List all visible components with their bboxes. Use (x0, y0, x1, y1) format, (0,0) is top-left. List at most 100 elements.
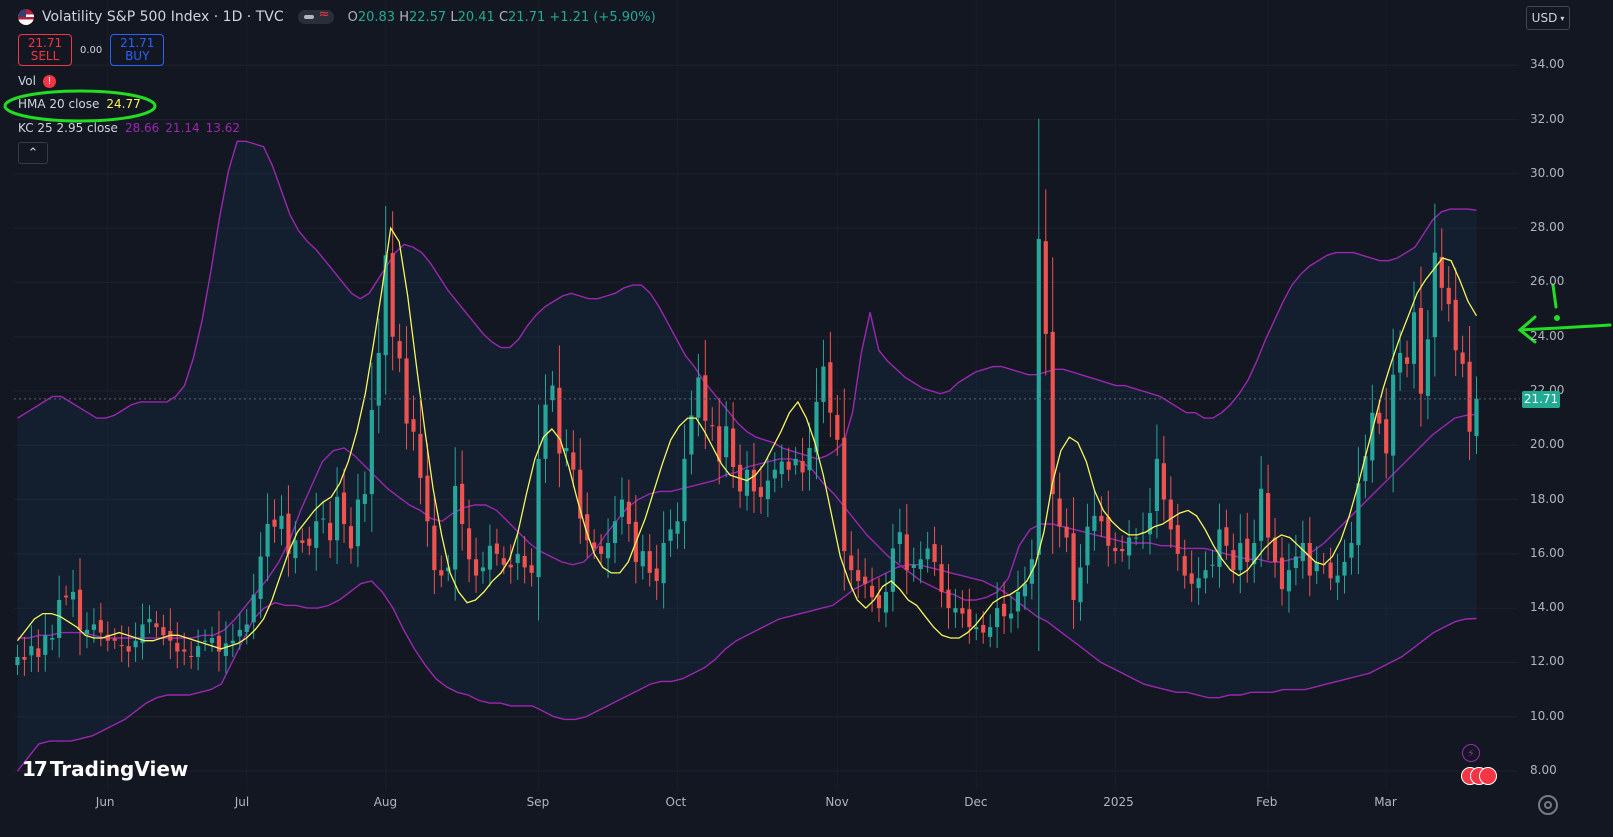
tradingview-logo[interactable]: 𝟭𝟳 TradingView (22, 757, 188, 781)
candle-down (828, 362, 833, 413)
candle-down (1161, 463, 1166, 500)
lightning-icon[interactable]: ⚡ (1462, 744, 1480, 762)
candle-up (911, 564, 916, 568)
logo-text: TradingView (49, 757, 189, 781)
candle-down (647, 551, 652, 573)
candle-up (1370, 412, 1375, 461)
candle-down (182, 649, 187, 652)
candle-down (1272, 537, 1278, 562)
keltner-upper-line (17, 140, 1477, 460)
candle-up (91, 624, 96, 630)
candle-down (390, 253, 395, 337)
candle-up (223, 643, 228, 656)
x-tick-label: Oct (665, 795, 687, 809)
candle-up (251, 594, 256, 623)
candle-down (1050, 331, 1055, 495)
candle-up (1391, 374, 1396, 456)
candle-down (1231, 550, 1236, 571)
candle-down (1328, 562, 1333, 579)
vol-indicator-row[interactable]: Vol ! (18, 74, 56, 88)
candle-down (1377, 412, 1382, 424)
candle-down (1113, 547, 1118, 552)
candle-down (119, 645, 124, 647)
kc-indicator-row[interactable]: KC 25 2.95 close 28.66 21.14 13.62 (18, 121, 246, 135)
candle-up (1015, 591, 1021, 612)
warning-icon[interactable]: ! (42, 74, 56, 88)
spread-value: 0.00 (80, 44, 103, 56)
ohlc-low: 20.41 (457, 9, 495, 25)
candle-down (585, 514, 590, 541)
ohlc-o-label: O (347, 9, 358, 25)
x-tick-label: Mar (1374, 795, 1397, 809)
candle-up (974, 627, 979, 630)
candle-up (605, 543, 611, 559)
candle-down (300, 540, 305, 543)
candle-down (1266, 493, 1271, 538)
candle-down (1099, 515, 1104, 522)
currency-selector[interactable]: USD ▾ (1526, 6, 1570, 30)
economic-events-icon[interactable] (1461, 767, 1497, 785)
candle-down (1175, 525, 1180, 554)
candle-up (1238, 543, 1243, 571)
candle-down (501, 558, 506, 565)
candle-down (904, 534, 909, 571)
candle-down (1168, 499, 1173, 530)
candle-up (515, 553, 520, 564)
candle-down (599, 546, 604, 554)
buy-label: BUY (125, 49, 150, 63)
candle-up (1293, 556, 1298, 568)
candle-up (1349, 543, 1354, 558)
candle-up (1425, 339, 1430, 396)
candle-up (362, 494, 367, 504)
candle-down (1106, 516, 1111, 546)
candle-up (661, 543, 666, 584)
candle-up (1252, 543, 1257, 565)
tradingview-logo-icon: 𝟭𝟳 (22, 757, 48, 781)
candle-up (1356, 483, 1361, 546)
buy-button[interactable]: 21.71 BUY (110, 34, 165, 66)
candle-up (265, 524, 270, 557)
kc-values: 28.66 21.14 13.62 (125, 121, 246, 135)
x-tick-label: 2025 (1103, 795, 1134, 809)
candle-down (460, 483, 465, 524)
y-tick-label: 14.00 (1530, 600, 1565, 615)
candle-up (1147, 513, 1153, 535)
candle-up (897, 532, 902, 545)
candle-down (529, 565, 534, 573)
candle-up (1314, 562, 1319, 572)
candle-down (786, 461, 791, 470)
gear-icon[interactable] (1538, 795, 1558, 815)
candle-down (307, 538, 312, 546)
candle-down (800, 461, 805, 473)
candle-down (105, 634, 110, 641)
candle-down (1182, 556, 1187, 576)
candle-down (1120, 548, 1125, 552)
candle-up (765, 480, 770, 500)
candle-up (1217, 529, 1222, 567)
candle-down (161, 627, 166, 636)
candle-up (355, 499, 361, 547)
candle-down (1001, 603, 1007, 617)
candle-down (126, 646, 131, 652)
candle-down (571, 452, 576, 470)
collapse-indicators-button[interactable]: ⌃ (18, 142, 48, 164)
hma-indicator-row[interactable]: HMA 20 close 24.77 (18, 97, 141, 111)
candle-up (383, 255, 388, 356)
candle-down (710, 425, 715, 427)
candle-down (654, 568, 659, 581)
candle-down (494, 543, 499, 554)
symbol-title[interactable]: Volatility S&P 500 Index · 1D · TVC (42, 9, 284, 25)
candle-down (473, 559, 479, 576)
sell-button[interactable]: 21.71 SELL (18, 34, 72, 66)
candle-down (397, 341, 402, 359)
candle-up (57, 600, 62, 638)
candle-down (856, 570, 861, 581)
hma-line (16, 226, 1478, 650)
candle-up (15, 657, 20, 666)
candle-up (1210, 564, 1215, 566)
visibility-toggle-icon[interactable] (297, 7, 334, 24)
candle-down (731, 428, 736, 467)
candle-down (1418, 307, 1424, 394)
